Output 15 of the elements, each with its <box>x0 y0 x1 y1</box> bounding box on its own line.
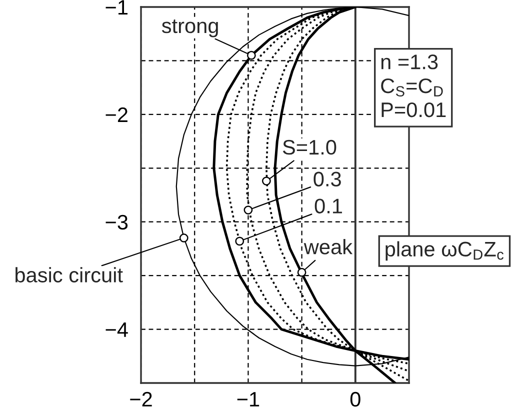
x-tick-label: −1 <box>237 392 260 406</box>
annotation: strong <box>162 19 218 38</box>
annotation: plane ωC$_{D}$Z$_{c}$ <box>386 241 504 261</box>
annotation: S=1.0 <box>282 140 336 155</box>
y-tick-label: −1 <box>106 0 128 15</box>
annotation: n =1.3 C$_{S}$=C$_{D}$ P=0.01 <box>381 54 446 118</box>
x-tick-label: −2 <box>130 392 152 406</box>
y-tick-label: −4 <box>106 322 128 337</box>
annotation: basic circuit <box>16 267 123 282</box>
y-tick-label: −2 <box>106 107 128 122</box>
annotation: weak <box>304 239 353 254</box>
annotation: 0.3 <box>314 172 341 186</box>
x-tick-label: 0 <box>350 392 360 407</box>
y-tick-label: −3 <box>106 214 128 230</box>
annotation: 0.1 <box>314 198 342 214</box>
